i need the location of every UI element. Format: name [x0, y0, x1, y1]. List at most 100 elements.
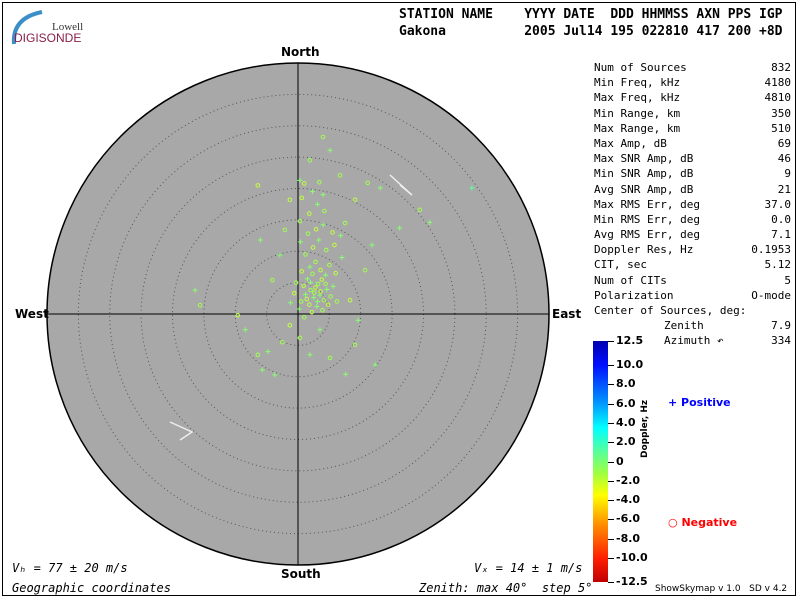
stat-value: 510 — [771, 121, 791, 135]
stat-value: 5 — [784, 273, 791, 287]
stat-value: 0.1953 — [751, 243, 791, 257]
negative-source-point — [312, 290, 317, 295]
negative-source-point — [309, 309, 315, 315]
colorbar-tick-mark — [608, 582, 614, 583]
positive-source-point — [397, 225, 403, 231]
colorbar-tick: -12.5 — [616, 575, 648, 588]
positive-source-point — [242, 327, 248, 333]
stat-value: 21 — [777, 182, 791, 196]
velocity-arrow — [169, 421, 194, 441]
stat-row: Num of Sources 832 — [594, 60, 791, 75]
stat-label: Max SNR Amp, dB — [594, 152, 694, 166]
negative-source-point — [365, 180, 370, 186]
stat-value: 7.1 — [771, 228, 791, 242]
positive-source-point — [272, 372, 278, 378]
stat-row: Num of CITs 5 — [594, 273, 791, 288]
positive-source-point — [314, 201, 320, 207]
stat-label: Max Range, km — [594, 121, 681, 135]
negative-source-point — [337, 173, 343, 178]
negative-source-point — [322, 208, 327, 214]
doppler-colorbar — [593, 341, 608, 582]
positive-source-point — [307, 264, 313, 270]
positive-source-point — [298, 239, 304, 245]
colorbar-tick-mark — [608, 384, 614, 386]
negative-source-point — [282, 227, 288, 233]
stat-value: 9 — [784, 167, 791, 181]
horizontal-velocity: Vₕ = 77 ± 20 m/s — [12, 561, 128, 575]
positive-source-point — [324, 287, 330, 293]
stat-value: 0.0 — [771, 212, 791, 226]
positive-source-point — [297, 177, 303, 183]
stat-row: Avg SNR Amp, dB 21 — [594, 182, 791, 197]
south-label: South — [281, 567, 321, 581]
negative-source-point — [313, 259, 318, 265]
negative-source-point — [297, 335, 303, 341]
positive-source-point — [372, 362, 378, 368]
stat-label: Avg SNR Amp, dB — [594, 182, 694, 196]
negative-source-point — [318, 289, 323, 294]
positive-source-point — [338, 233, 344, 239]
colorbar-tick-mark — [608, 422, 614, 424]
negative-source-point — [304, 296, 310, 302]
stat-label: Num of Sources — [594, 61, 687, 74]
colorbar-tick: 12.5 — [616, 334, 644, 347]
plus-icon: + — [668, 396, 682, 409]
positive-source-point — [369, 242, 375, 248]
logo-line1: Lowell — [52, 21, 83, 33]
azimuth-label: Azimuth ↶ — [664, 334, 724, 348]
negative-source-point — [342, 220, 348, 226]
colorbar-tick: 4.0 — [616, 415, 636, 429]
negative-source-point — [235, 312, 241, 318]
negative-source-point — [332, 242, 337, 248]
negative-source-point — [321, 297, 327, 303]
negative-source-point — [328, 294, 333, 299]
negative-source-point — [417, 207, 423, 213]
stat-value: 832 — [771, 61, 791, 74]
negative-source-point — [255, 183, 261, 188]
positive-source-point — [317, 327, 323, 333]
legend-positive: + Positive — [668, 396, 731, 409]
positive-source-point — [377, 185, 383, 191]
stat-row: Max Range, km 510 — [594, 121, 791, 136]
negative-source-point — [307, 157, 313, 163]
colorbar-tick: -8.0 — [616, 531, 641, 545]
negative-source-point — [301, 181, 307, 186]
stat-value: 69 — [777, 136, 791, 150]
zenith-label: Zenith — [664, 319, 704, 333]
positive-source-point — [287, 300, 293, 306]
colorbar-tick: 10.0 — [616, 358, 644, 372]
zenith-scale: Zenith: max 40° step 5° — [419, 581, 593, 595]
velocity-arrow — [389, 174, 413, 196]
stat-value: 46 — [777, 152, 791, 166]
stat-row: Min SNR Amp, dB 9 — [594, 166, 791, 181]
negative-source-point — [313, 226, 319, 232]
negative-source-point — [320, 134, 326, 140]
stat-label: Polarization — [594, 288, 674, 302]
stat-row: Min Freq, kHz 4180 — [594, 75, 791, 90]
colorbar-tick: -4.0 — [616, 493, 641, 507]
colorbar-tick-mark — [608, 538, 614, 540]
colorbar-tick-mark — [608, 480, 614, 482]
digisonde-logo: Lowell DIGISONDE — [11, 10, 83, 45]
colorbar-tick: 6.0 — [616, 396, 636, 410]
positive-source-point — [320, 192, 326, 198]
positive-source-point — [307, 352, 313, 358]
stat-row: Min RMS Err, deg 0.0 — [594, 212, 791, 227]
stat-row: Max SNR Amp, dB 46 — [594, 151, 791, 166]
coordinate-system: Geographic coordinates — [12, 581, 171, 595]
negative-source-point — [327, 355, 333, 361]
version-label: ShowSkymap v 1.0 SD v 4.2 — [655, 584, 788, 594]
negative-source-point — [287, 322, 293, 328]
stat-row: Doppler Res, Hz 0.1953 — [594, 242, 791, 257]
positive-source-point — [323, 272, 329, 278]
negative-source-point — [298, 299, 304, 304]
stat-label: Avg RMS Err, deg — [594, 228, 700, 242]
negative-source-point — [333, 270, 338, 276]
positive-source-point — [259, 367, 265, 373]
stat-value: 37.0 — [764, 197, 792, 211]
stat-value: 4810 — [764, 91, 792, 105]
positive-source-point — [192, 287, 198, 293]
positive-source-point — [314, 298, 320, 304]
stat-label: Doppler Res, Hz — [594, 243, 694, 257]
legend-positive-label: Positive — [681, 396, 731, 409]
